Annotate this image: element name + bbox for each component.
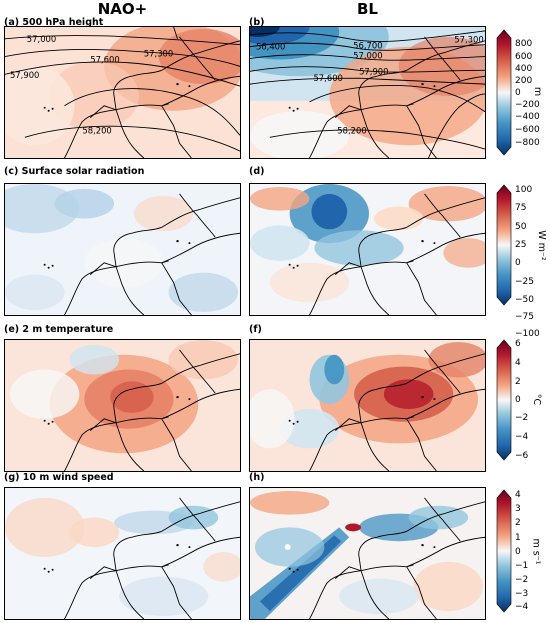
colorbar-height [496, 29, 512, 156]
map-nao-solar [4, 183, 241, 316]
tick-label: −3 [515, 589, 529, 599]
panel-label-d: (d) [249, 166, 265, 177]
tick-label: −25 [515, 277, 534, 287]
tick-label: 4 [515, 358, 521, 368]
panel-label-a: (a) 500 hPa height [4, 17, 104, 28]
panel-label-e: (e) 2 m temperature [4, 324, 114, 335]
contour-label: 57,000 [353, 51, 382, 61]
map-nao-temperature [4, 339, 241, 472]
tick-label: 6 [515, 339, 521, 349]
tick-label: −100 [515, 329, 540, 339]
panel-label-h: (h) [249, 472, 265, 483]
contour-label: 57,300 [454, 35, 483, 45]
column-title-nao: NAO+ [97, 0, 148, 18]
tick-label: −4 [515, 602, 529, 612]
tick-label: 0 [515, 547, 521, 557]
column-title-bl: BL [357, 0, 378, 18]
panel-label-f: (f) [249, 324, 262, 335]
panel-label-b: (b) [249, 17, 265, 28]
contour-label: 57,900 [10, 70, 39, 80]
tick-label: 1 [515, 533, 521, 543]
contour-label: 57,600 [90, 54, 119, 64]
tick-label: −2 [515, 413, 529, 423]
tick-label: 0 [515, 258, 521, 268]
tick-label: −75 [515, 312, 534, 322]
panel-label-g: (g) 10 m wind speed [4, 472, 114, 483]
tick-label: 50 [515, 222, 527, 232]
contour-label: 57,000 [27, 34, 56, 44]
tick-label: 2 [515, 377, 521, 387]
map-bl-solar [249, 183, 486, 316]
tick-label: −6 [515, 451, 529, 461]
map-bl-height: 56,400 56,700 57,000 57,300 57,600 57,90… [249, 26, 486, 159]
tick-label: 3 [515, 504, 521, 514]
panel-label-c: (c) Surface solar radiation [4, 166, 145, 177]
tick-label: 2 [515, 518, 521, 528]
unit-label: W m⁻² [535, 230, 547, 261]
unit-label: °C [531, 393, 543, 406]
tick-label: 0 [515, 88, 521, 98]
tick-label: −400 [515, 112, 540, 122]
tick-label: −600 [515, 125, 540, 135]
unit-label: m [532, 86, 544, 97]
tick-label: 100 [515, 185, 533, 195]
tick-label: 600 [515, 52, 533, 62]
map-bl-wind [249, 487, 486, 620]
tick-label: −2 [515, 575, 529, 585]
tick-label: −50 [515, 295, 534, 305]
map-bl-temperature [249, 339, 486, 472]
tick-label: −200 [515, 100, 540, 110]
contour-label: 58,200 [337, 125, 366, 135]
tick-label: 4 [515, 490, 521, 500]
colorbar-solar [496, 184, 512, 306]
map-nao-wind [4, 487, 241, 620]
tick-label: 200 [515, 76, 533, 86]
tick-label: 25 [515, 240, 527, 250]
contour-label: 57,300 [144, 49, 173, 59]
colorbar-wind [496, 489, 512, 613]
map-nao-height: 57,000 57,300 57,600 57,900 58,200 [4, 26, 241, 159]
contour-label: 57,600 [313, 73, 342, 83]
unit-label: m s⁻¹ [530, 538, 542, 565]
contour-label: 56,400 [256, 42, 285, 52]
tick-label: 800 [515, 39, 533, 49]
contour-label: 58,200 [82, 125, 111, 135]
tick-label: −4 [515, 432, 529, 442]
tick-label: 75 [515, 203, 527, 213]
tick-label: 400 [515, 64, 533, 74]
tick-label: −1 [515, 561, 529, 571]
contour-label: 57,900 [359, 66, 388, 76]
colorbar-temperature [496, 339, 512, 461]
tick-label: 0 [515, 395, 521, 405]
contour-label: 56,700 [353, 41, 382, 51]
tick-label: −800 [515, 138, 540, 148]
